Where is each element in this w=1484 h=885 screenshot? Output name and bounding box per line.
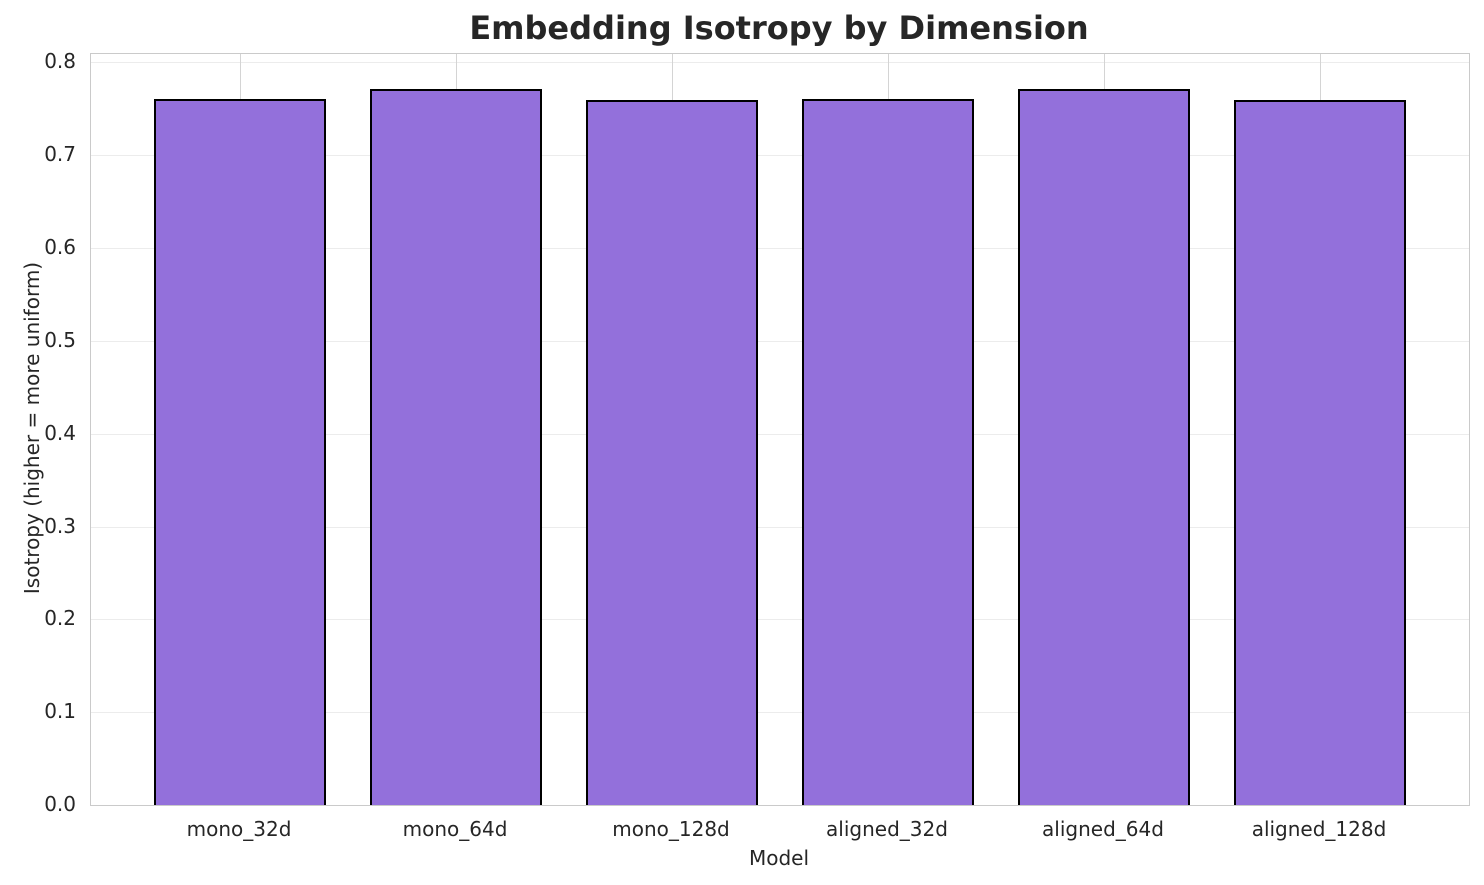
bar	[153, 98, 327, 805]
horizontal-gridline	[91, 62, 1469, 64]
x-tick-label: aligned_32d	[826, 817, 948, 841]
bar	[1017, 89, 1191, 805]
horizontal-gridline	[91, 248, 1469, 249]
y-tick-label: 0.5	[44, 327, 76, 352]
horizontal-gridline	[91, 155, 1469, 157]
y-tick-label: 0.7	[44, 142, 76, 167]
y-tick-label: 0.2	[44, 606, 76, 631]
bar	[585, 99, 759, 805]
horizontal-gridline	[91, 340, 1469, 342]
x-tick-label: aligned_128d	[1251, 817, 1387, 841]
horizontal-gridline	[91, 712, 1469, 714]
y-tick-label: 0.1	[44, 699, 76, 724]
x-tick-label: mono_32d	[186, 817, 292, 841]
horizontal-gridline	[91, 805, 1469, 806]
plot-area	[90, 53, 1470, 806]
bar	[1233, 99, 1407, 805]
horizontal-gridline	[91, 619, 1469, 621]
y-tick-label: 0.3	[44, 513, 76, 538]
bar	[801, 98, 975, 805]
x-tick-label: aligned_64d	[1042, 817, 1164, 841]
y-tick-label: 0.8	[44, 49, 76, 74]
x-tick-label: mono_64d	[402, 817, 508, 841]
horizontal-gridline	[91, 433, 1469, 435]
x-axis-label: Model	[748, 846, 810, 870]
y-tick-label: 0.6	[44, 235, 76, 259]
chart-title: Embedding Isotropy by Dimension	[469, 9, 1089, 47]
x-tick-label: mono_128d	[612, 817, 730, 841]
horizontal-gridline	[91, 526, 1469, 528]
y-tick-label: 0.4	[44, 420, 76, 445]
y-tick-label: 0.0	[44, 792, 76, 816]
bar	[369, 89, 543, 805]
